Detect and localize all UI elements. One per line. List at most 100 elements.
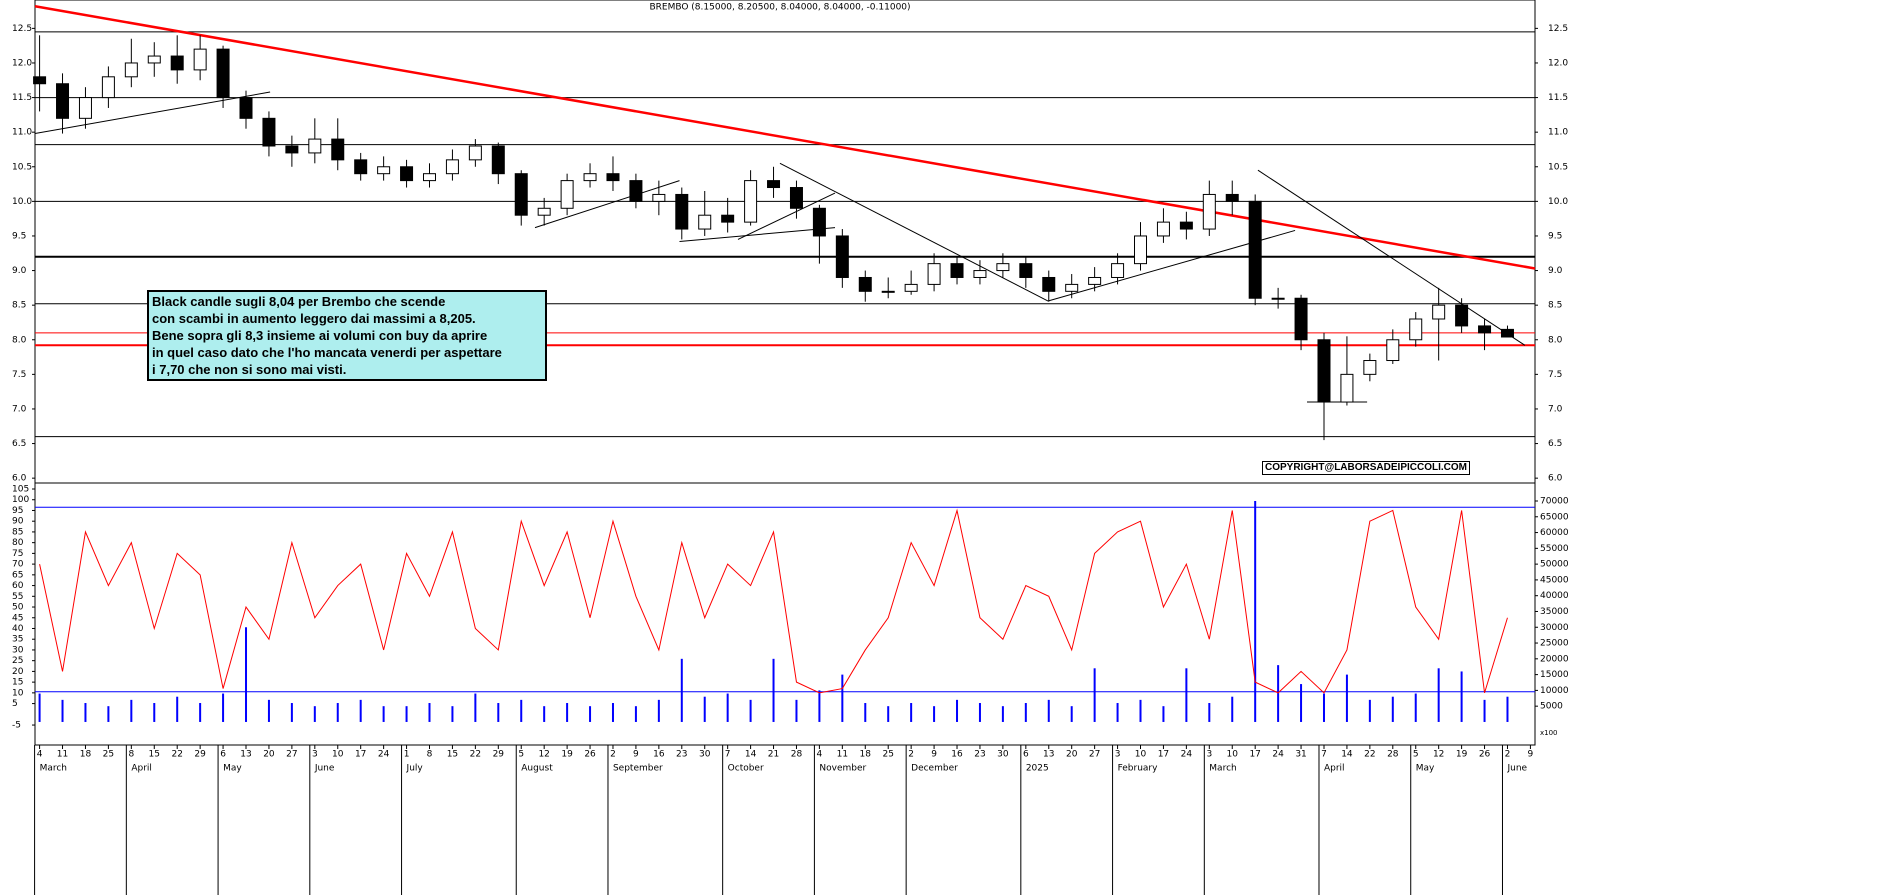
annotation-line: Bene sopra gli 8,3 insieme ai volumi con… — [152, 328, 488, 343]
x-tick-label: 6 — [220, 750, 226, 760]
x-tick-label: 14 — [745, 750, 757, 760]
annotation-line: i 7,70 che non si sono mai visti. — [152, 362, 347, 377]
volume-bar — [1162, 706, 1165, 722]
volume-bar — [887, 706, 890, 722]
candle-body — [78, 97, 92, 119]
x-tick-label: 30 — [997, 750, 1009, 760]
x-tick-label: 27 — [286, 750, 297, 760]
y-tick-label-right: 8.5 — [1548, 301, 1562, 311]
candle-body — [789, 187, 803, 209]
x-tick-label: 22 — [171, 750, 182, 760]
candle-body — [1317, 339, 1331, 403]
x-tick-label: 13 — [1043, 750, 1054, 760]
candle-body — [491, 145, 505, 175]
candle-body — [1134, 235, 1148, 265]
candle-body — [514, 173, 528, 216]
volume-bar — [543, 706, 546, 722]
volume-bar — [1300, 684, 1303, 722]
x-tick-label: 17 — [1249, 750, 1260, 760]
month-label: October — [728, 764, 764, 774]
x-tick-label: 4 — [817, 750, 823, 760]
volume-bar — [382, 706, 385, 722]
volume-bar — [336, 703, 339, 722]
x-tick-label: 16 — [653, 750, 665, 760]
volume-bar — [451, 706, 454, 722]
volume-bar — [1506, 696, 1509, 722]
x-tick-label: 24 — [1181, 750, 1193, 760]
volume-tick-label: 65000 — [1540, 512, 1569, 522]
x-tick-label: 11 — [837, 750, 848, 760]
candle-body — [1088, 276, 1102, 285]
volume-bar — [589, 706, 592, 722]
candle-body — [262, 117, 276, 147]
trendline — [779, 162, 1049, 302]
y-tick-label: 11.0 — [12, 128, 32, 138]
candle-body — [56, 83, 70, 119]
candle-body — [675, 193, 689, 230]
y-tick-label-right: 12.0 — [1548, 58, 1568, 68]
candle-body — [1500, 328, 1514, 338]
x-tick-label: 12 — [538, 750, 549, 760]
y-tick-label-right: 10.0 — [1548, 197, 1568, 207]
candle-body — [422, 173, 436, 182]
chart-title: BREMBO (8.15000, 8.20500, 8.04000, 8.040… — [649, 3, 910, 13]
volume-bar — [199, 703, 202, 722]
volume-bar — [1460, 671, 1463, 722]
volume-tick-label: 60000 — [1540, 528, 1569, 538]
volume-tick-label: 30000 — [1540, 623, 1569, 633]
volume-tick-label: 10000 — [1540, 686, 1569, 696]
x-tick-label: 29 — [493, 750, 505, 760]
osc-tick-label: 35 — [12, 635, 23, 645]
x-tick-label: 15 — [149, 750, 160, 760]
x-tick-label: 22 — [470, 750, 481, 760]
candle-body — [239, 97, 253, 119]
x-tick-label: 13 — [240, 750, 251, 760]
x-tick-label: 29 — [194, 750, 206, 760]
month-label: March — [40, 764, 67, 774]
candle-body — [124, 62, 138, 78]
y-tick-label: 11.5 — [12, 93, 32, 103]
osc-tick-label: 100 — [12, 495, 29, 505]
x-tick-label: 14 — [1341, 750, 1353, 760]
x-tick-label: 5 — [518, 750, 524, 760]
candle-body — [835, 235, 849, 278]
candle-body — [1455, 304, 1469, 327]
osc-tick-label: 50 — [12, 603, 24, 613]
x-tick-label: 31 — [1295, 750, 1306, 760]
x-tick-label: 23 — [974, 750, 985, 760]
annotation-line: con scambi in aumento leggero dai massim… — [152, 311, 476, 326]
x-tick-label: 5 — [1413, 750, 1419, 760]
volume-bar — [359, 699, 362, 722]
volume-bar — [1345, 674, 1348, 722]
y-tick-label-right: 6.0 — [1548, 474, 1563, 484]
copyright: COPYRIGHT@LABORSADEIPICCOLI.COM — [1262, 461, 1470, 475]
candle-body — [904, 283, 918, 292]
volume-bar — [1414, 693, 1417, 722]
osc-tick-label: 70 — [12, 560, 24, 570]
candle-body — [1340, 373, 1354, 403]
volume-bar — [703, 696, 706, 722]
volume-bar — [566, 703, 569, 722]
month-label: June — [314, 764, 335, 774]
candle-body — [996, 263, 1010, 272]
x-tick-label: 24 — [378, 750, 390, 760]
x-tick-label: 2 — [908, 750, 914, 760]
candle-body — [881, 290, 895, 293]
candle-body — [147, 55, 161, 64]
candle-body — [1432, 304, 1446, 320]
volume-bar — [176, 696, 179, 722]
osc-tick-label: 55 — [12, 592, 23, 602]
x-tick-label: 18 — [860, 750, 872, 760]
candle-body — [1271, 297, 1285, 300]
trendline — [534, 180, 680, 229]
annotation-line: in quel caso dato che l'ho mancata vener… — [152, 345, 502, 360]
y-tick-label-right: 9.0 — [1548, 266, 1563, 276]
osc-tick-label: 105 — [12, 485, 29, 495]
osc-tick-label: 90 — [12, 517, 24, 527]
candle-body — [354, 159, 368, 175]
candle-body — [1179, 221, 1193, 230]
month-label: December — [911, 764, 958, 774]
volume-bar — [1322, 693, 1325, 722]
volume-bar — [795, 699, 798, 722]
